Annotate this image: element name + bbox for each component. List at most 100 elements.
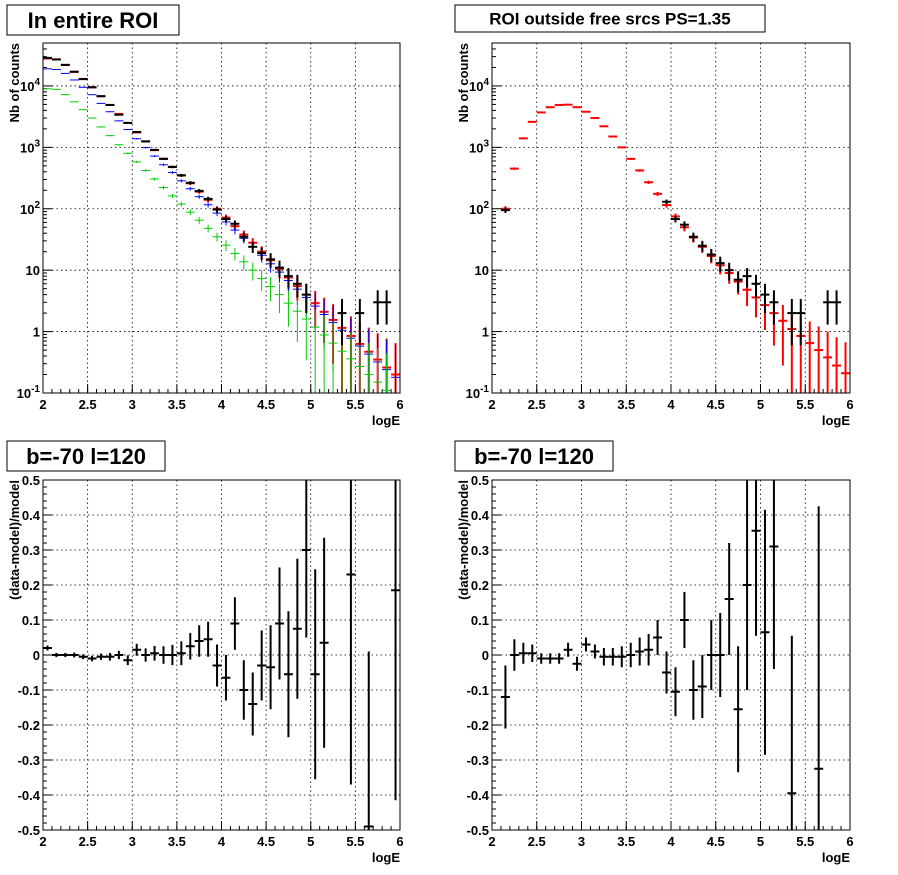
x-tick-label: 4: [667, 397, 675, 412]
y-tick-label: 0.4: [471, 508, 490, 523]
y-tick-label: 0.3: [22, 543, 40, 558]
data-point: [599, 125, 609, 128]
data-point: [644, 180, 654, 184]
data-point: [355, 337, 365, 393]
data-point: [176, 201, 186, 207]
data-point: [742, 480, 752, 690]
x-tick-label: 6: [396, 834, 403, 849]
data-point: [590, 644, 600, 659]
data-point: [123, 655, 133, 666]
data-point: [310, 309, 320, 393]
data-point: [823, 290, 833, 325]
data-point: [337, 298, 347, 346]
data-series-2: [43, 68, 400, 393]
x-tick-label: 5.5: [346, 834, 364, 849]
data-point: [167, 171, 177, 174]
x-tick-label: 2.5: [528, 397, 546, 412]
data-point: [787, 298, 797, 346]
data-point: [292, 297, 302, 342]
y-tick-label: -0.1: [467, 683, 489, 698]
chart-title: ROI outside free srcs PS=1.35: [489, 10, 730, 29]
data-point: [554, 653, 564, 664]
chart-title-box: [454, 4, 766, 33]
data-point: [769, 290, 779, 325]
x-tick-label: 6: [396, 397, 403, 412]
data-point: [545, 653, 555, 664]
x-tick-label: 5.5: [346, 397, 364, 412]
data-point: [123, 128, 133, 131]
x-tick-label: 3: [578, 397, 585, 412]
data-point: [688, 660, 698, 720]
chart-panel-1: 2 2.5 3 3.5 4 4.5 5 5.5 6 10-1 1 10 102 103 104 logE Nb …: [6, 4, 404, 428]
data-point: [150, 177, 160, 181]
data-point: [355, 298, 365, 346]
x-tick-label: 4: [218, 397, 226, 412]
data-point: [671, 667, 680, 717]
x-axis-label: logE: [822, 413, 850, 428]
data-point: [715, 256, 725, 272]
data-point: [239, 660, 249, 720]
data-point: [679, 221, 689, 229]
data-point: [500, 665, 510, 729]
data-point: [626, 157, 636, 160]
x-tick-label: 4.5: [257, 834, 275, 849]
data-point: [114, 120, 124, 122]
data-point: [509, 167, 519, 170]
data-point: [185, 186, 195, 191]
data-point: [159, 157, 168, 160]
data-point: [275, 283, 284, 314]
data-point: [581, 110, 591, 113]
data-point: [599, 648, 609, 666]
data-point: [724, 543, 734, 655]
data-point: [194, 189, 204, 193]
data-point: [382, 353, 392, 393]
data-point: [635, 637, 645, 666]
data-point: [662, 651, 671, 694]
y-tick-label: 0.4: [22, 508, 41, 523]
y-tick-label: -0.2: [18, 718, 40, 733]
data-point: [203, 202, 213, 208]
data-point: [554, 103, 564, 106]
data-point: [87, 655, 97, 662]
data-point: [635, 169, 645, 172]
data-point: [203, 224, 213, 233]
data-point: [239, 232, 249, 242]
data-point: [715, 613, 725, 697]
data-point: [769, 480, 779, 669]
data-point: [760, 283, 770, 314]
data-point: [141, 648, 151, 662]
y-tick-label: 1: [33, 325, 40, 340]
x-tick-label: 2: [488, 397, 495, 412]
data-point: [509, 639, 519, 671]
data-point: [132, 643, 142, 656]
data-point: [778, 304, 788, 366]
y-tick-label: -0.5: [18, 823, 40, 838]
chart-title: In entire ROI: [28, 8, 159, 33]
data-point: [671, 216, 680, 223]
data-point: [248, 672, 258, 736]
data-point: [536, 653, 546, 664]
data-point: [167, 165, 177, 169]
y-tick-label: 10: [26, 263, 40, 278]
x-tick-label: 5: [307, 397, 314, 412]
data-point: [626, 642, 636, 668]
data-point: [43, 88, 52, 90]
y-tick-label: 104: [20, 77, 40, 94]
data-point: [185, 181, 195, 185]
x-tick-label: 4.5: [707, 397, 725, 412]
data-point: [123, 121, 133, 124]
data-series-4: [43, 56, 392, 346]
data-point: [275, 260, 284, 278]
data-point: [96, 102, 106, 104]
data-point: [132, 130, 142, 133]
y-tick-label: 102: [20, 200, 40, 217]
data-point: [105, 134, 115, 137]
y-tick-label: -0.4: [467, 788, 490, 803]
data-series-3: [43, 88, 392, 393]
y-tick-label: 0.5: [471, 473, 489, 488]
chart-panel-4: 2 2.5 3 3.5 4 4.5 5 5.5 6 -0.5 -0.4 -0.3 -0.2 -0.1 0 0.…: [454, 440, 854, 865]
data-point: [382, 290, 392, 325]
x-axis-label: logE: [822, 850, 850, 865]
data-point: [697, 240, 707, 252]
